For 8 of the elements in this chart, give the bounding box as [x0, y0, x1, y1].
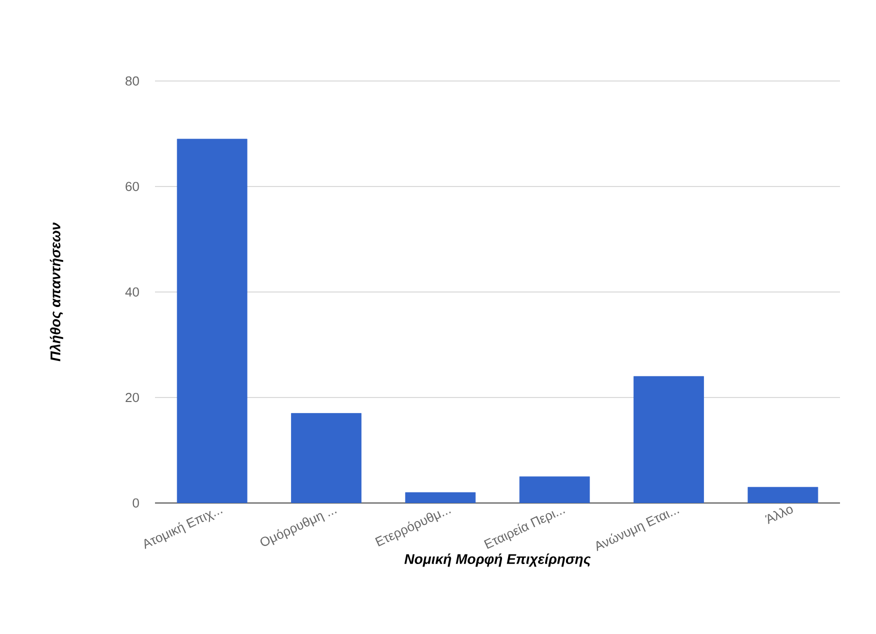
x-tick-label: Άλλο [765, 506, 793, 524]
y-tick-label: 80 [126, 76, 139, 86]
x-axis-title: Νομική Μορφή Επιχείρησης [404, 554, 591, 567]
y-tick-label: 0 [132, 498, 139, 508]
y-tick-label: 60 [126, 182, 139, 192]
y-axis-title: Πλήθος απαντήσεων [50, 222, 64, 362]
y-tick-label: 40 [125, 287, 139, 297]
y-tick-label: 20 [126, 392, 139, 402]
